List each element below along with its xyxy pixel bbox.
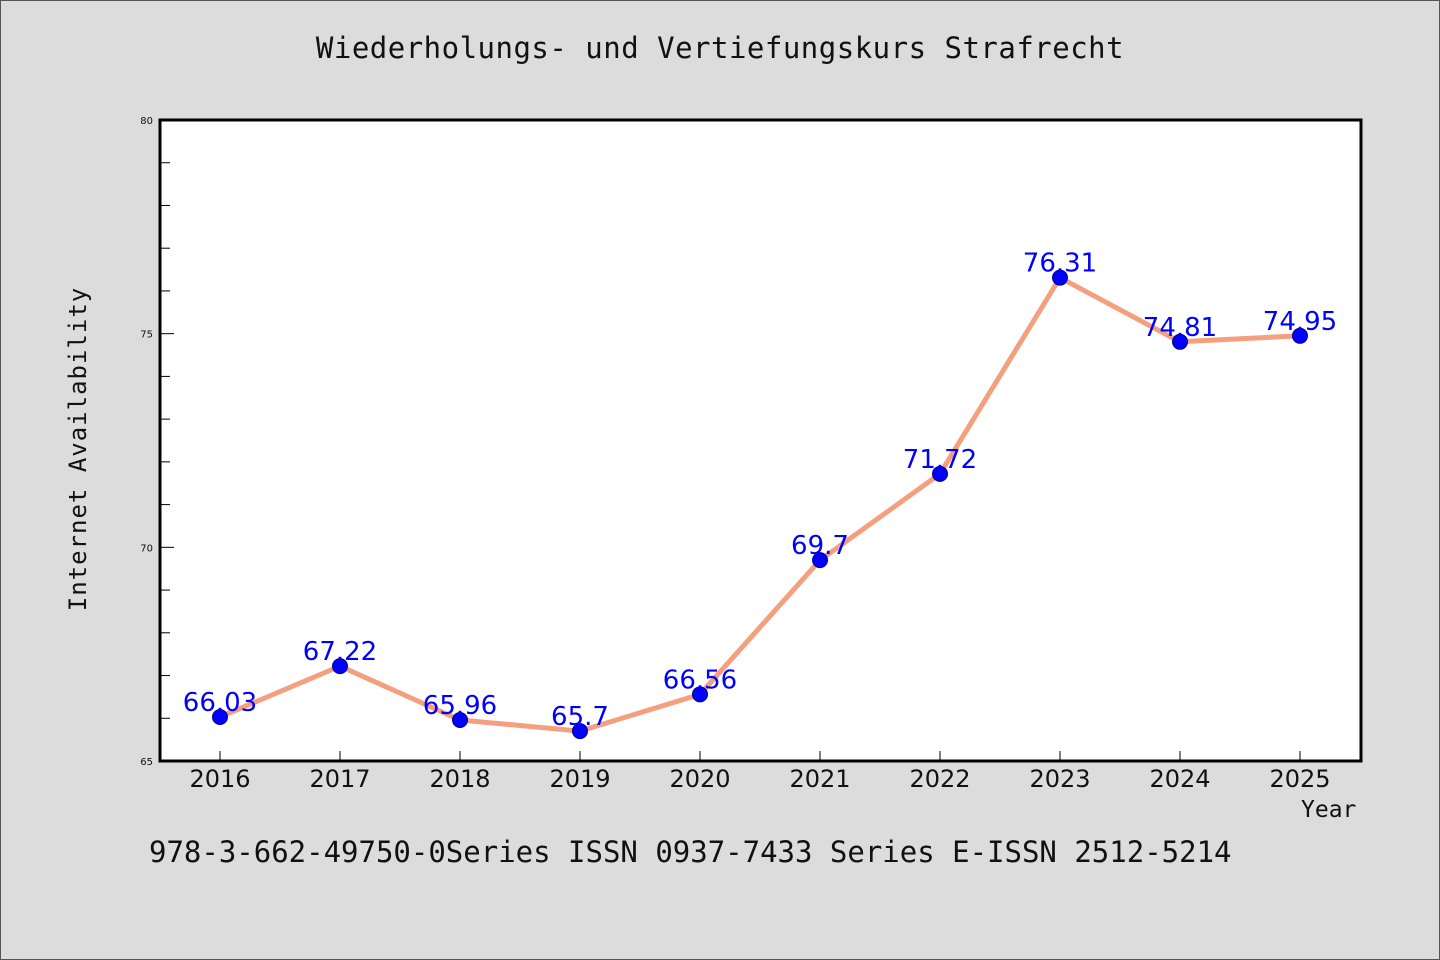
- data-label: 66.56: [663, 665, 737, 695]
- data-label: 74.95: [1263, 307, 1337, 337]
- data-label: 65.7: [551, 702, 609, 732]
- x-tick-label: 2025: [1269, 765, 1330, 793]
- data-point: [812, 552, 828, 569]
- data-point: [452, 711, 468, 728]
- data-label: 74.81: [1143, 313, 1217, 343]
- chart-title: Wiederholungs- und Vertiefungskurs Straf…: [315, 31, 1125, 65]
- x-tick-label: 2019: [549, 765, 610, 793]
- y-tick-label: 80: [140, 116, 153, 127]
- data-label: 71.72: [903, 445, 977, 475]
- data-point: [1292, 327, 1308, 344]
- x-tick-label: 2017: [309, 765, 370, 793]
- y-tick-label: 65: [140, 757, 153, 768]
- data-point: [1052, 269, 1068, 286]
- data-point: [332, 658, 348, 675]
- footer-text: 978-3-662-49750-0Series ISSN 0937-7433 S…: [149, 835, 1232, 869]
- x-tick-label: 2020: [669, 765, 730, 793]
- x-tick-label: 2018: [429, 765, 490, 793]
- x-tick-label: 2022: [909, 765, 970, 793]
- plot-background: [160, 120, 1361, 761]
- x-tick-label: 2023: [1029, 765, 1090, 793]
- data-label: 65.96: [423, 691, 497, 721]
- x-tick-label: 2021: [789, 765, 850, 793]
- y-tick-label: 70: [140, 543, 153, 554]
- plot-frame: [158, 118, 1363, 763]
- data-label: 66.03: [183, 688, 257, 718]
- data-label: 76.31: [1023, 249, 1097, 279]
- x-tick-label: 2016: [189, 765, 250, 793]
- x-axis-label: Year: [1301, 797, 1357, 823]
- data-point: [572, 723, 588, 740]
- y-tick-label: 75: [140, 330, 153, 341]
- series-line: [217, 275, 1303, 734]
- data-point: [692, 686, 708, 703]
- x-tick-label: 2024: [1149, 765, 1210, 793]
- data-point: [932, 465, 948, 482]
- data-label: 69.7: [791, 531, 849, 561]
- data-point: [1172, 333, 1188, 350]
- data-label: 67.22: [303, 637, 377, 667]
- data-point: [212, 708, 228, 725]
